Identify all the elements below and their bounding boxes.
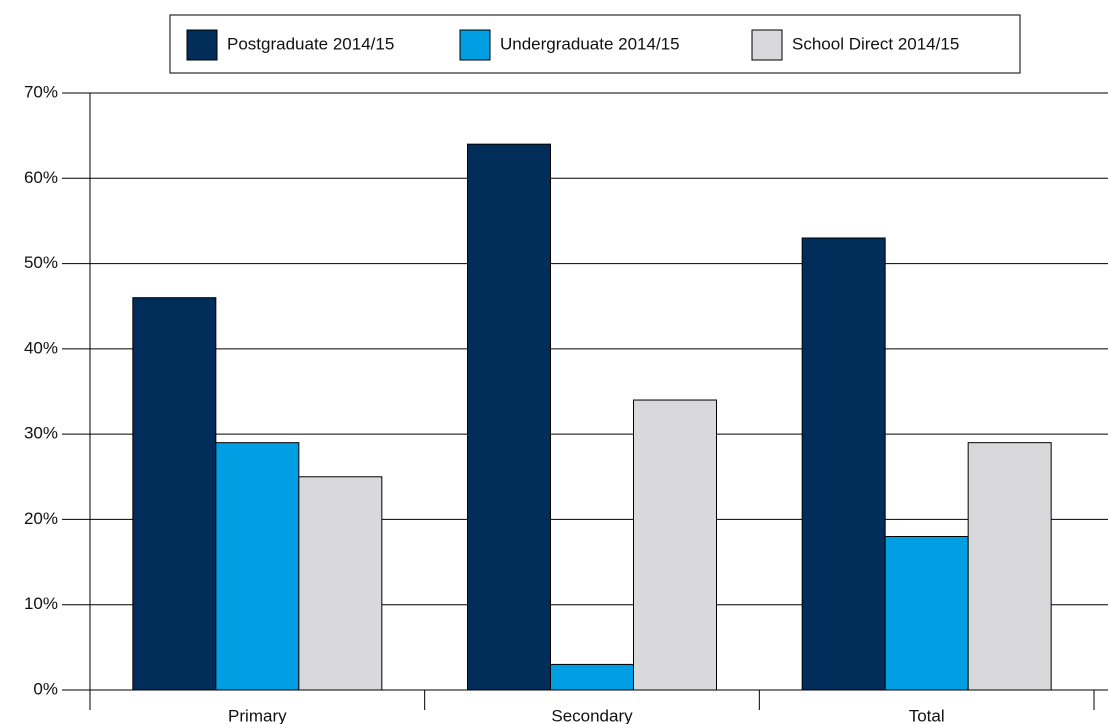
bar [215, 442, 300, 691]
bar [467, 143, 551, 691]
legend-label: School Direct 2014/15 [792, 34, 959, 53]
bar [967, 442, 1052, 691]
y-tick-label: 10% [24, 594, 58, 613]
bar [884, 535, 969, 691]
legend-box [169, 14, 1021, 74]
legend-label: Undergraduate 2014/15 [500, 34, 680, 53]
y-tick-label: 20% [24, 509, 58, 528]
legend-swatch [459, 29, 491, 61]
y-tick-label: 40% [24, 338, 58, 357]
x-tick-label: Secondary [551, 706, 633, 724]
y-tick-label: 50% [24, 253, 58, 272]
bar [801, 237, 886, 691]
y-tick-label: 0% [33, 679, 58, 698]
x-tick-label: Total [909, 706, 945, 724]
bar [550, 663, 634, 691]
legend-swatch [186, 29, 218, 61]
legend-swatch [751, 29, 783, 61]
bar [633, 399, 717, 691]
bar [132, 297, 217, 691]
y-tick-label: 70% [24, 82, 58, 101]
y-tick-label: 30% [24, 424, 58, 443]
x-tick-label: Primary [228, 706, 287, 724]
y-tick-label: 60% [24, 168, 58, 187]
legend-label: Postgraduate 2014/15 [227, 34, 394, 53]
bar [298, 476, 383, 691]
